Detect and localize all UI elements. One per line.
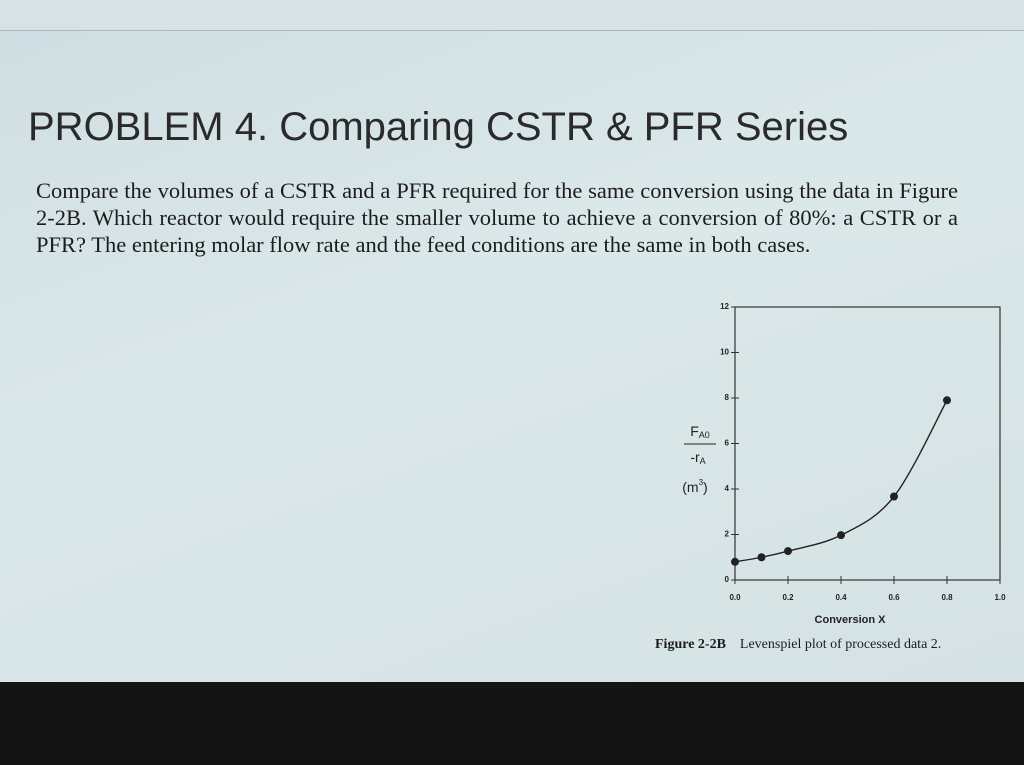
y-label-part: ) <box>703 479 708 495</box>
y-label-denominator: -rA <box>690 449 705 467</box>
x-tick-label: 0.6 <box>888 593 900 602</box>
y-label-part: 3 <box>699 478 704 487</box>
plot-frame <box>734 306 1001 581</box>
x-tick-label: 0.4 <box>835 593 847 602</box>
y-label-part: A <box>700 456 706 466</box>
x-tick-label: 0.2 <box>782 593 794 602</box>
problem-text: Compare the volumes of a CSTR and a PFR … <box>36 178 958 257</box>
y-tick-label: 10 <box>720 348 729 357</box>
y-label-part: (m <box>682 479 698 495</box>
window-edge <box>0 0 1024 31</box>
slide-title: PROBLEM 4. Comparing CSTR & PFR Series <box>28 105 849 149</box>
x-tick-label: 0.0 <box>729 593 741 602</box>
x-axis-label: Conversion X <box>815 614 887 626</box>
y-tick-label: 0 <box>725 575 730 584</box>
y-tick-label: 6 <box>725 439 730 448</box>
y-tick-label: 2 <box>725 530 730 539</box>
data-point <box>890 492 898 501</box>
y-tick-label: 8 <box>725 393 730 402</box>
figure-caption: Figure 2-2B Levenspiel plot of processed … <box>655 637 941 653</box>
y-label-units: (m3) <box>682 478 707 495</box>
y-tick-label: 12 <box>720 302 729 311</box>
chart: Conversion X FA0 -rA (m3) 0 2 4 6 8 10 12 0.0 0.… <box>682 302 1006 626</box>
x-tick-label: 0.8 <box>941 593 953 602</box>
data-point <box>943 396 951 405</box>
data-point <box>784 547 792 556</box>
data-point <box>731 557 739 566</box>
y-tick-label: 4 <box>725 484 730 493</box>
y-label-part: -r <box>690 449 700 465</box>
y-label-numerator: FA0 <box>690 423 710 441</box>
x-tick-label: 1.0 <box>994 593 1006 602</box>
caption-label: Figure 2-2B <box>655 637 726 652</box>
data-point <box>837 531 845 540</box>
caption-text: Levenspiel plot of processed data 2. <box>739 637 942 652</box>
data-point <box>757 553 766 562</box>
y-label-part: F <box>690 423 699 439</box>
screen-bezel <box>0 682 1024 765</box>
y-label-part: A0 <box>699 430 710 440</box>
